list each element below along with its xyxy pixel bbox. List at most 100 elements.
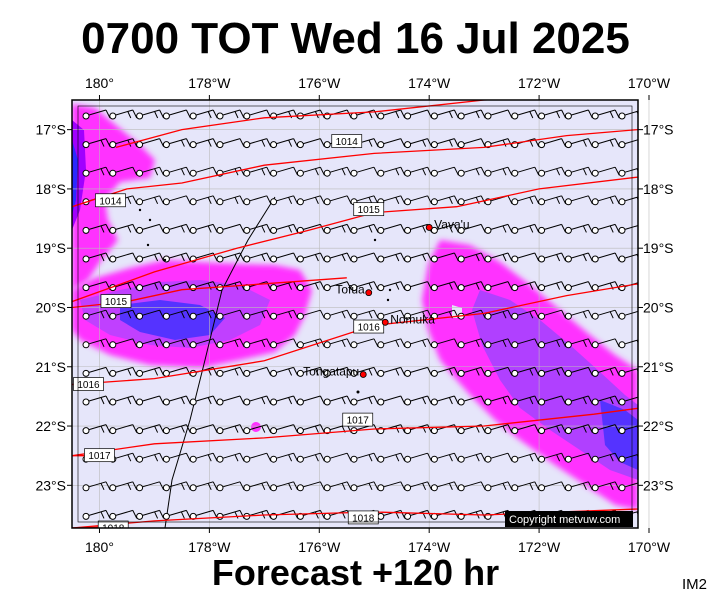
wind-barb <box>457 109 486 120</box>
wind-barb <box>350 452 379 463</box>
wind-barb <box>646 110 673 119</box>
wind-barb <box>323 195 352 206</box>
place-name: Tongatapu <box>303 364 359 378</box>
wind-barb <box>189 481 218 492</box>
wind-barb <box>430 338 459 349</box>
isobar-label: 1016 <box>73 377 104 391</box>
wind-barb <box>136 424 165 435</box>
lon-label: 174°W <box>408 539 451 555</box>
wind-barb <box>484 338 513 349</box>
wind-barb <box>511 424 540 435</box>
wind-barb <box>646 510 673 519</box>
lat-label: 17°S <box>35 122 66 138</box>
place-marker: Tongatapu <box>303 364 367 378</box>
wind-barb <box>511 252 540 263</box>
wind-barb <box>162 138 191 149</box>
wind-barb <box>136 138 165 149</box>
isobar-label: 1018 <box>347 510 379 524</box>
wind-barb <box>270 309 299 320</box>
place-dot-icon <box>425 224 433 231</box>
wind-barb <box>430 138 459 149</box>
isobar-line <box>115 100 502 149</box>
wind-barb <box>377 481 406 492</box>
isobar-line <box>72 407 638 457</box>
date-line <box>164 196 276 529</box>
wind-barb <box>430 366 459 377</box>
wind-barb <box>511 338 540 349</box>
wind-barb <box>564 424 593 435</box>
rain-area-west-heavy <box>72 140 78 215</box>
wind-barb <box>162 481 191 492</box>
wind-barbs <box>82 109 673 520</box>
wind-barb <box>457 481 486 492</box>
wind-barb <box>350 252 379 263</box>
wind-barb <box>457 366 486 377</box>
place-dot-icon <box>365 289 373 297</box>
wind-barb <box>323 395 352 406</box>
lat-label: 18°S <box>643 181 674 197</box>
wind-barb <box>243 166 272 177</box>
wind-barb <box>377 366 406 377</box>
lon-label: 176°W <box>298 539 341 555</box>
wind-barb <box>646 339 673 348</box>
wind-barb <box>377 109 406 120</box>
wind-barb <box>484 366 513 377</box>
isobar-value: 1018 <box>352 513 375 524</box>
wind-barb <box>82 309 111 320</box>
lon-label: 180° <box>85 75 114 91</box>
wind-barb <box>296 195 325 206</box>
wind-barb <box>430 166 459 177</box>
map-frame-inner <box>77 105 633 523</box>
wind-barb <box>564 252 593 263</box>
wind-barb <box>136 195 165 206</box>
wind-barb <box>216 109 245 120</box>
wind-barb <box>189 395 218 406</box>
wind-barb <box>82 395 111 406</box>
wind-barb <box>484 109 513 120</box>
lon-label: 176°W <box>298 75 341 91</box>
lat-label: 20°S <box>35 299 66 315</box>
wind-barb <box>323 281 352 292</box>
rain-area-east-core <box>600 400 638 470</box>
wind-barb <box>189 166 218 177</box>
wind-barb <box>591 309 620 320</box>
wind-barb <box>216 395 245 406</box>
map-title: 0700 TOT Wed 16 Jul 2025 <box>81 14 630 63</box>
wind-barb <box>82 366 111 377</box>
wind-barb <box>430 481 459 492</box>
wind-barb <box>646 139 673 148</box>
wind-barb <box>270 395 299 406</box>
isobar-label: 1016 <box>353 319 385 334</box>
isobar-value: 1018 <box>102 524 125 535</box>
wind-barb <box>270 481 299 492</box>
wind-barb <box>430 252 459 263</box>
wind-barb <box>189 309 218 320</box>
lon-label: 178°W <box>188 75 231 91</box>
wind-barb <box>270 195 299 206</box>
wind-barb <box>136 366 165 377</box>
wind-barb <box>109 366 138 377</box>
wind-barb <box>430 195 459 206</box>
wind-barb <box>538 166 567 177</box>
wind-barb <box>136 452 165 463</box>
wind-barb <box>457 452 486 463</box>
place-name: Vava'u <box>434 217 469 231</box>
wind-barb <box>82 109 111 120</box>
wind-barb <box>109 338 138 349</box>
lon-label: 170°W <box>628 539 671 555</box>
lat-label: 17°S <box>643 122 674 138</box>
wind-barb <box>538 452 567 463</box>
wind-barb <box>538 366 567 377</box>
lon-label: 172°W <box>518 75 561 91</box>
wind-barb <box>484 252 513 263</box>
place-dot-icon <box>381 318 389 326</box>
wind-barb <box>136 281 165 292</box>
wind-barb <box>109 509 138 520</box>
wind-barb <box>109 424 138 435</box>
isobar-value: 1017 <box>88 451 111 462</box>
lat-label: 22°S <box>643 418 674 434</box>
wind-barb <box>404 452 433 463</box>
wind-barb <box>511 366 540 377</box>
wind-barb <box>404 166 433 177</box>
wind-barb <box>162 223 191 234</box>
